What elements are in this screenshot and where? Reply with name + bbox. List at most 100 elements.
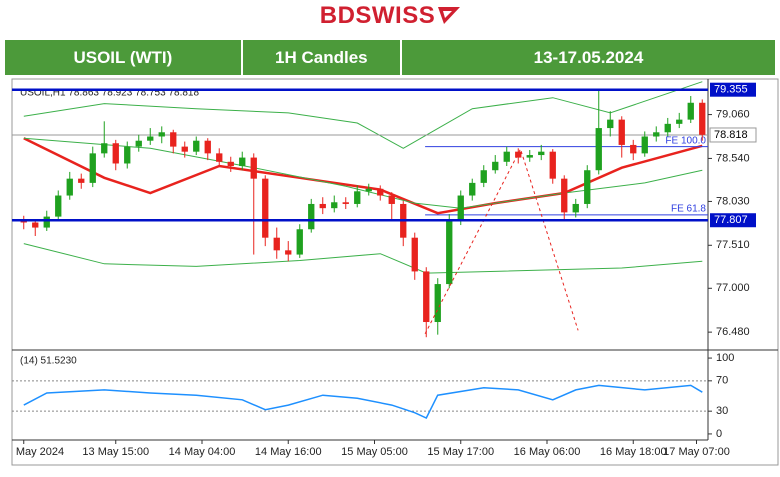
candle-body: [411, 237, 418, 272]
candle-body: [158, 132, 165, 137]
x-tick-label: 14 May 04:00: [169, 446, 236, 458]
y-tick-label: 78.030: [716, 195, 750, 207]
candle-body: [354, 191, 361, 204]
candle-body: [66, 178, 73, 196]
overlay-line: [23, 81, 703, 149]
candle-body: [135, 140, 142, 147]
candle-body: [676, 119, 683, 124]
rsi-line: [23, 384, 703, 419]
rsi-tick-label: 70: [716, 375, 728, 387]
rsi-label: (14) 51.5230: [20, 356, 77, 367]
candle-body: [561, 178, 568, 213]
x-tick-label: 16 May 06:00: [514, 446, 581, 458]
candle-body: [308, 203, 315, 230]
candle-body: [331, 202, 338, 209]
candle-body: [572, 203, 579, 213]
candle-body: [595, 128, 602, 171]
key-level-box: [710, 213, 756, 228]
candle-body: [388, 195, 395, 204]
candle-body: [124, 146, 131, 164]
candle-body: [342, 202, 349, 204]
candle-body: [584, 170, 591, 204]
banner-cell: USOIL (WTI): [5, 40, 243, 75]
chart-info: USOIL,H1 78.863 78.923 78.753 78.818: [20, 88, 199, 99]
candle-body: [538, 151, 545, 156]
candle-body: [526, 155, 533, 158]
banner-cell: 1H Candles: [243, 40, 402, 75]
candle-body: [365, 188, 372, 192]
x-tick-label: 13 May 15:00: [82, 446, 149, 458]
candle-body: [239, 157, 246, 167]
candle-body: [170, 132, 177, 147]
candle-body: [641, 136, 648, 154]
candle-body: [515, 151, 522, 158]
fib-level-label: FE 100.0: [665, 135, 706, 146]
candle-body: [112, 143, 119, 164]
key-level-box: [710, 82, 756, 97]
candle-body: [55, 195, 62, 217]
candle-body: [503, 151, 510, 162]
candle-body: [434, 284, 441, 323]
candle-body: [377, 188, 384, 196]
candle-body: [43, 216, 50, 228]
candle-body: [469, 182, 476, 196]
candle-body: [630, 144, 637, 154]
rsi-tick-label: 0: [716, 428, 722, 440]
fib-level-label: FE 61.8: [671, 204, 706, 215]
rsi-tick-label: 100: [716, 352, 734, 364]
banner: USOIL (WTI) 1H Candles 13-17.05.2024: [5, 40, 775, 75]
candle-body: [699, 102, 706, 135]
candle-body: [319, 203, 326, 209]
candle-body: [147, 136, 154, 141]
current-price-box: [709, 127, 757, 143]
x-tick-label: 17 May 07:00: [663, 446, 730, 458]
candle-body: [89, 153, 96, 183]
logo-icon: [438, 7, 461, 24]
candle-body: [193, 140, 200, 152]
candle-body: [664, 123, 671, 133]
key-level-label: 79.355: [714, 84, 748, 96]
candle-body: [78, 178, 85, 183]
x-tick-label: 16 May 18:00: [600, 446, 667, 458]
candle-body: [181, 146, 188, 152]
y-tick-label: 77.000: [716, 282, 750, 294]
candle-body: [262, 178, 269, 238]
candle-body: [250, 157, 257, 179]
candle-body: [101, 143, 108, 154]
candle-body: [285, 250, 292, 255]
candle-body: [20, 220, 27, 223]
candle-body: [457, 195, 464, 221]
logo: BDSWISS: [0, 2, 780, 30]
x-tick-label: May 2024: [16, 446, 64, 458]
candle-body: [492, 161, 499, 171]
candle-body: [423, 271, 430, 323]
x-tick-label: 14 May 16:00: [255, 446, 322, 458]
candle-body: [446, 220, 453, 285]
chart-frame: [11, 78, 779, 466]
candle-body: [32, 222, 39, 228]
current-price-label: 78.818: [714, 129, 748, 141]
candle-body: [607, 119, 614, 129]
candle-body: [618, 119, 625, 145]
y-tick-label: 76.480: [716, 326, 750, 338]
candle-body: [204, 140, 211, 154]
key-level-label: 77.807: [714, 214, 748, 226]
candle-body: [296, 229, 303, 255]
candle-body: [687, 102, 694, 120]
banner-cell: 13-17.05.2024: [533, 47, 644, 67]
y-tick-label: 79.060: [716, 108, 750, 120]
candle-body: [216, 153, 223, 162]
logo-text: BDSWISS: [319, 2, 436, 29]
overlay-line: [23, 243, 703, 274]
y-tick-label: 77.510: [716, 239, 750, 251]
rsi-tick-label: 30: [716, 405, 728, 417]
candle-body: [480, 170, 487, 183]
candle-body: [549, 151, 556, 179]
x-tick-label: 15 May 05:00: [341, 446, 408, 458]
candle-body: [273, 237, 280, 251]
y-tick-label: 78.540: [716, 152, 750, 164]
candle-body: [227, 161, 234, 167]
candle-body: [653, 132, 660, 137]
